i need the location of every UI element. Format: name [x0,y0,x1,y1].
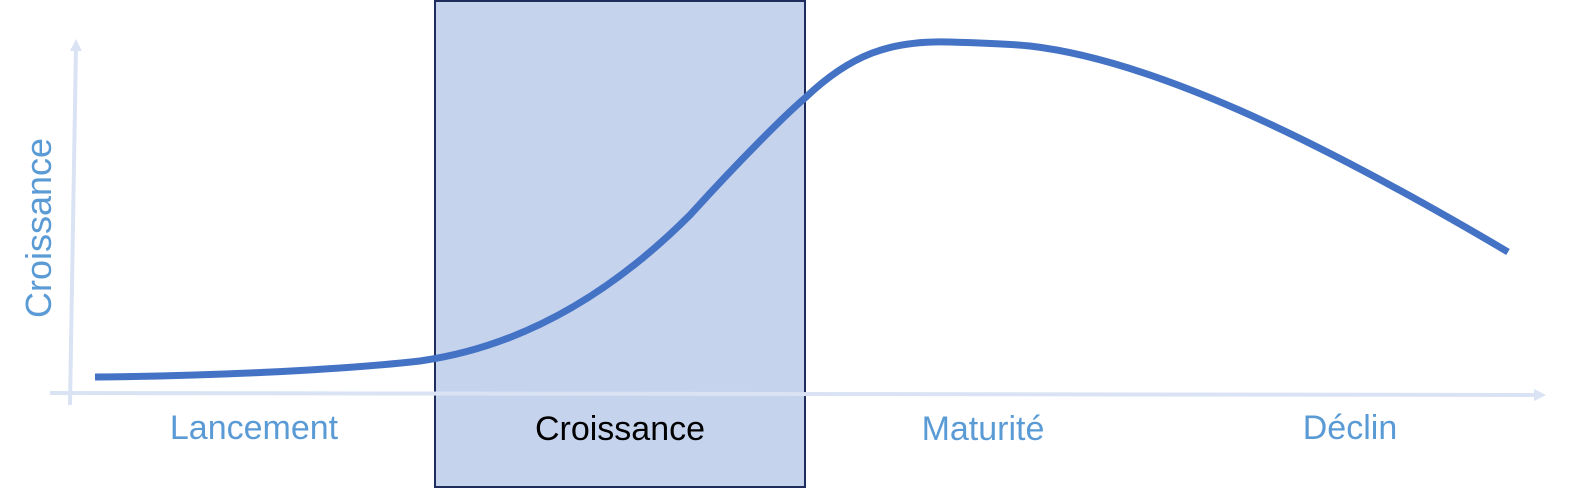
highlight-band [434,0,806,488]
stage-label-croissance: Croissance [535,410,705,448]
lifecycle-curve [94,38,1510,381]
stage-label-maturite: Maturité [922,410,1045,448]
y-axis [68,39,82,406]
y-axis-label: Croissance [18,138,59,318]
stage-label-lancement: Lancement [170,409,339,447]
x-axis [49,388,1546,401]
stage-label-declin: Déclin [1303,409,1397,447]
